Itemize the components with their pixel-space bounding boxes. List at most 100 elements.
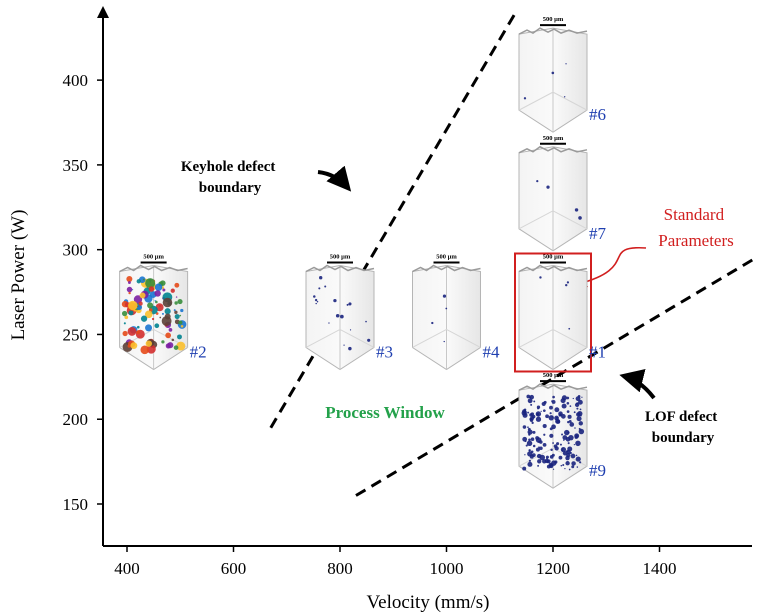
pore-mark [532, 430, 536, 434]
pore-mark [319, 276, 323, 280]
pore-mark [581, 396, 583, 398]
pore-mark [526, 440, 533, 447]
scale-bar-label: 500 µm [143, 253, 164, 260]
pore-mark [522, 412, 528, 418]
sample-label: #7 [589, 224, 607, 243]
pore-mark [576, 416, 582, 422]
pore-mark [578, 428, 585, 435]
pore-mark [171, 338, 175, 342]
pore-mark [136, 279, 141, 284]
pore-mark [124, 315, 129, 320]
pore-mark [525, 444, 528, 447]
pore-mark [568, 434, 574, 441]
pore-mark [535, 437, 542, 443]
keyhole-boundary-line [269, 11, 518, 429]
pore-mark [549, 405, 553, 410]
pore-mark [567, 414, 572, 419]
pore-mark [340, 314, 344, 319]
keyhole-boundary-label: Keyhole defect boundary [181, 159, 279, 196]
pore-mark [122, 330, 128, 337]
pore-mark [530, 416, 535, 421]
pore-mark [566, 396, 570, 400]
pore-mark [540, 410, 542, 413]
pore-mark [128, 291, 131, 295]
pore-mark [522, 466, 527, 471]
pore-mark [546, 459, 551, 464]
pore-mark [180, 324, 184, 328]
pore-mark [549, 433, 554, 438]
pore-mark [560, 464, 563, 467]
pore-mark [555, 418, 561, 424]
sample-9: 500 µm #9 [518, 372, 606, 489]
block-top-surface [518, 264, 588, 273]
pore-mark [578, 421, 583, 426]
pore-mark [367, 338, 371, 342]
y-tick-label: 300 [63, 241, 89, 260]
scale-bar-label: 500 µm [543, 253, 564, 260]
process-window-label: Process Window [325, 403, 445, 422]
sample-6: 500 µm #6 [518, 16, 606, 133]
pore-mark [559, 443, 562, 446]
pore-mark [565, 283, 568, 287]
x-ticks: 400 600 800 1000 1200 1400 [114, 546, 677, 578]
pore-mark [566, 410, 570, 413]
pore-mark [164, 308, 171, 315]
pore-mark [527, 426, 529, 429]
pore-mark [565, 461, 570, 466]
pore-mark [528, 459, 531, 462]
pore-mark [314, 298, 318, 302]
pore-mark [549, 412, 552, 415]
pore-mark [431, 321, 434, 325]
block-edge [305, 328, 375, 348]
pore-mark [530, 412, 535, 416]
pore-mark [154, 300, 156, 302]
pore-mark [561, 449, 564, 452]
pore-mark [524, 454, 526, 456]
pore-mark [577, 399, 583, 405]
y-axis-label: Laser Power (W) [8, 210, 29, 341]
pore-mark [179, 314, 182, 317]
pore-mark [522, 425, 527, 429]
pore-mark [343, 344, 345, 346]
pore-mark [126, 276, 133, 283]
x-tick-label: 1200 [536, 559, 570, 578]
pore-mark [161, 340, 165, 344]
pore-mark [549, 454, 554, 459]
pore-mark [579, 408, 582, 411]
pore-mark [313, 295, 316, 298]
pore-mark [528, 438, 531, 442]
pore-mark [551, 71, 555, 75]
pore-mark [570, 453, 576, 459]
pore-mark [164, 313, 171, 320]
scale-bar-label: 500 µm [436, 253, 457, 260]
pore-mark [130, 342, 138, 349]
pore-mark [154, 290, 161, 297]
pore-mark [328, 322, 330, 324]
pore-mark [563, 96, 566, 98]
pore-mark [151, 317, 155, 321]
block-edge [518, 91, 588, 111]
pore-mark [556, 416, 558, 419]
pore-mark [560, 447, 567, 453]
pore-mark [527, 461, 533, 467]
pore-mark [533, 400, 536, 403]
pore-mark [536, 405, 541, 409]
pore-mark [551, 400, 553, 402]
pore-mark [159, 316, 162, 319]
pore-mark [145, 278, 156, 289]
pore-mark [563, 439, 565, 441]
pore-mark [543, 400, 547, 404]
pore-mark [162, 297, 173, 308]
pore-mark [575, 396, 581, 402]
pore-mark [174, 282, 180, 288]
pore-mark [523, 97, 527, 100]
sample-label: #4 [483, 342, 501, 361]
pore-mark [527, 398, 533, 404]
sample-7: 500 µm #7 [518, 135, 607, 252]
pore-mark [127, 281, 131, 284]
pore-mark [173, 345, 179, 350]
pore-mark [522, 436, 528, 442]
lof-arrow [619, 369, 656, 400]
pore-mark [524, 410, 527, 414]
pore-mark [333, 298, 337, 303]
